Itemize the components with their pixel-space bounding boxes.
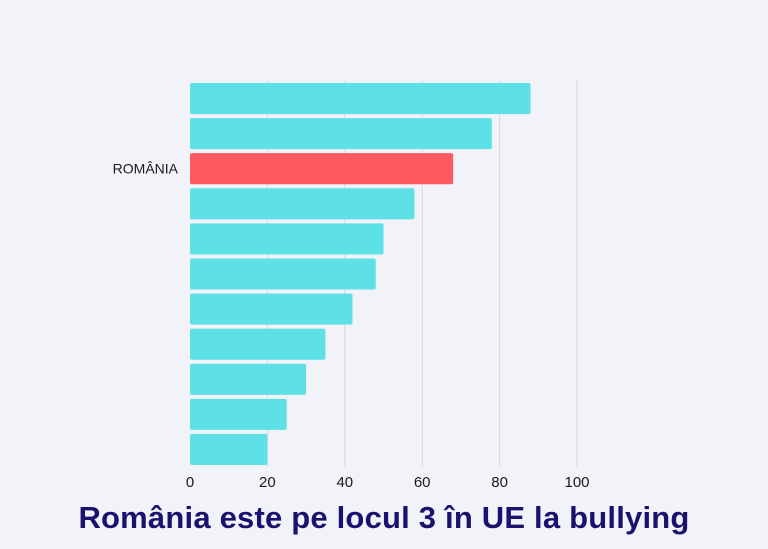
bar bbox=[190, 398, 287, 430]
x-axis-ticks: 0 20 40 60 80 100 bbox=[186, 474, 590, 491]
x-tick-label: 20 bbox=[259, 474, 276, 491]
bar bbox=[190, 223, 384, 255]
x-tick-label: 40 bbox=[336, 474, 353, 491]
bar bbox=[190, 433, 268, 465]
x-tick-label: 60 bbox=[414, 474, 431, 491]
bar bbox=[190, 188, 415, 220]
category-label: ROMÂNIA bbox=[113, 161, 179, 177]
bar bbox=[190, 363, 307, 395]
x-tick-label: 80 bbox=[491, 474, 508, 491]
chart-title: România este pe locul 3 în UE la bullyin… bbox=[78, 500, 690, 535]
bar bbox=[190, 83, 531, 115]
bar bbox=[190, 328, 326, 360]
bar-highlighted bbox=[190, 153, 454, 185]
x-tick-label: 0 bbox=[186, 474, 194, 491]
bar bbox=[190, 293, 353, 325]
bar bbox=[190, 118, 492, 150]
category-labels: ROMÂNIA bbox=[113, 161, 179, 177]
bar-chart: ROMÂNIA 0 20 40 60 80 100 bbox=[113, 81, 590, 491]
bar bbox=[190, 258, 376, 290]
x-tick-label: 100 bbox=[564, 474, 589, 491]
bars bbox=[190, 83, 531, 465]
